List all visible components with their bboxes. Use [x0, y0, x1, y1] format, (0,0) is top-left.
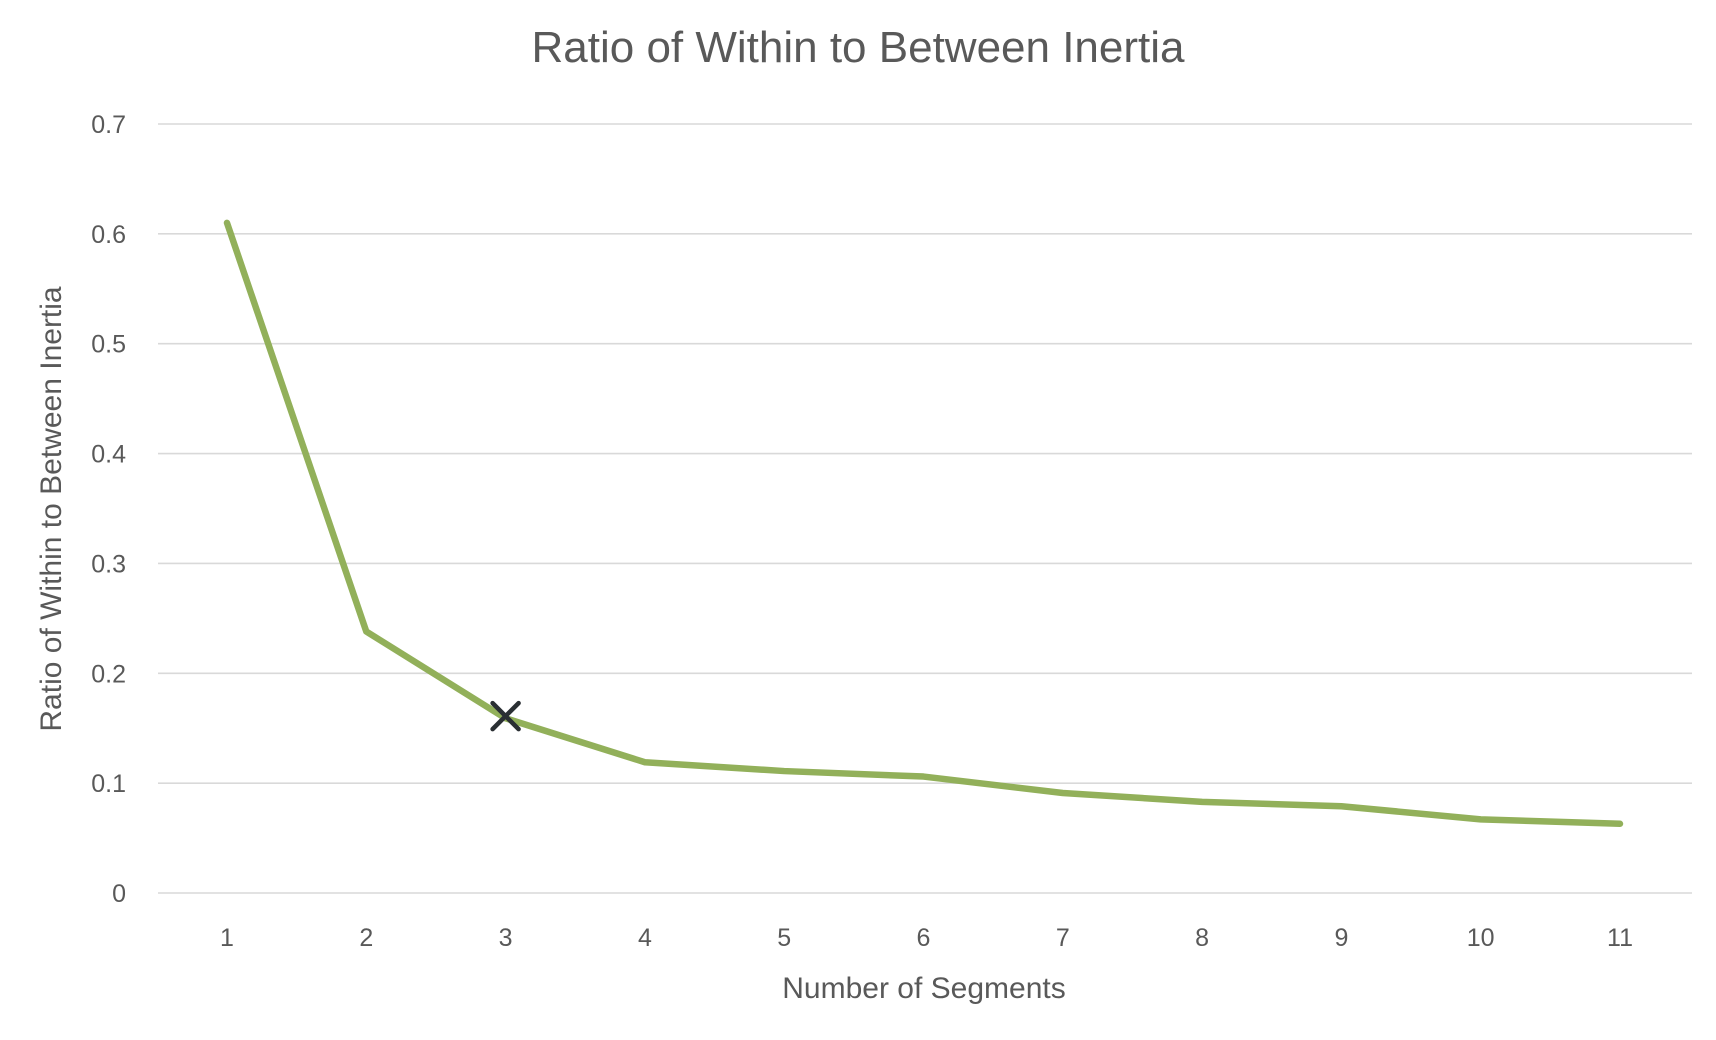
- x-axis-title: Number of Segments: [782, 972, 1065, 1005]
- y-tick-label: 0.3: [91, 550, 126, 578]
- y-tick-label: 0.2: [91, 660, 126, 688]
- x-axis-ticks: 1 2 3 4 5 6 7 8 9 10 11: [220, 924, 1633, 952]
- series-layer: [223, 219, 1624, 828]
- x-tick-label: 3: [499, 924, 513, 952]
- x-tick-label: 11: [1607, 924, 1633, 952]
- x-tick-label: 2: [359, 924, 373, 952]
- x-tick-label: 4: [638, 924, 652, 952]
- y-tick-label: 0.1: [91, 770, 126, 798]
- x-tick-label: 8: [1195, 924, 1209, 952]
- y-tick-label: 0: [112, 880, 126, 908]
- y-tick-label: 0.6: [91, 221, 126, 249]
- elbow-x-marker: [490, 700, 521, 732]
- x-tick-label: 9: [1334, 924, 1348, 952]
- y-tick-label: 0.4: [91, 441, 126, 469]
- x-tick-label: 7: [1056, 924, 1070, 952]
- annotation-layer: [490, 700, 521, 732]
- y-axis-ticks: 0 0.1 0.2 0.3 0.4 0.5 0.6 0.7: [91, 111, 126, 908]
- chart-title: Ratio of Within to Between Inertia: [532, 23, 1186, 72]
- y-tick-label: 0.7: [91, 111, 126, 139]
- x-tick-label: 6: [917, 924, 931, 952]
- x-tick-label: 10: [1467, 924, 1495, 952]
- gridlines: [158, 123, 1692, 894]
- y-axis-title: Ratio of Within to Between Inertia: [35, 286, 68, 732]
- x-tick-label: 1: [220, 924, 234, 952]
- series-line: [223, 219, 1624, 828]
- y-tick-label: 0.5: [91, 331, 126, 359]
- x-tick-label: 5: [777, 924, 791, 952]
